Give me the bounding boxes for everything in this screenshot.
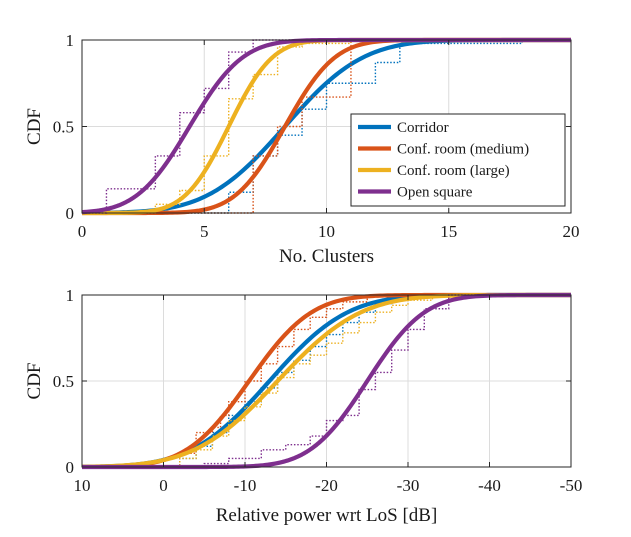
legend-entry-corridor: Corridor xyxy=(397,120,449,136)
legend-entry-conf-room-large: Conf. room (large) xyxy=(397,163,510,179)
x-tick-label: -10 xyxy=(234,476,257,495)
x-tick-label: 15 xyxy=(440,222,457,241)
x-tick-label: 10 xyxy=(74,476,91,495)
x-tick-label: 10 xyxy=(318,222,335,241)
legend: Corridor Conf. room (medium) Conf. room (l… xyxy=(350,113,566,207)
empirical-cdf-open-square xyxy=(82,39,571,214)
x-tick-label: -30 xyxy=(397,476,420,495)
legend-entry-conf-room-medium: Conf. room (medium) xyxy=(397,142,529,158)
y-axis-label: CDF xyxy=(24,363,45,400)
y-tick-label: 0.5 xyxy=(53,118,74,137)
x-tick-label: 5 xyxy=(200,222,209,241)
y-axis-label: CDF xyxy=(24,108,45,145)
y-tick-label: 1 xyxy=(66,286,75,305)
x-tick-label: 0 xyxy=(159,476,168,495)
empirical-cdf-open-square xyxy=(82,294,571,468)
y-tick-label: 0 xyxy=(66,204,75,223)
y-tick-label: 1 xyxy=(66,31,75,50)
legend-entry-open-square: Open square xyxy=(397,185,473,201)
y-tick-label: 0 xyxy=(66,458,75,477)
x-tick-label: -20 xyxy=(315,476,338,495)
y-tick-label: 0.5 xyxy=(53,372,74,391)
x-tick-label: -50 xyxy=(560,476,583,495)
empirical-cdf-conf-room-medium xyxy=(82,39,571,214)
x-tick-label: -40 xyxy=(478,476,501,495)
x-tick-label: 0 xyxy=(78,222,87,241)
x-tick-label: 20 xyxy=(563,222,580,241)
chart-top-clusters-cdf: 0 5 10 15 20 0 0.5 1 No. Clusters CDF Corridor Conf… xyxy=(24,31,580,267)
x-axis-label: No. Clusters xyxy=(279,246,374,267)
x-axis-label: Relative power wrt LoS [dB] xyxy=(216,505,438,526)
